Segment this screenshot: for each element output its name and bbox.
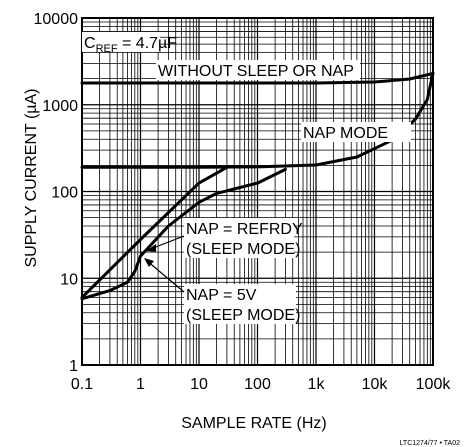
label-without-sleep-or-nap: WITHOUT SLEEP OR NAP <box>156 60 360 80</box>
series-line <box>80 71 435 85</box>
svg-text:NAP MODE: NAP MODE <box>303 125 388 142</box>
y-tick-label: 10000 <box>34 11 79 28</box>
y-tick-label: 1000 <box>42 98 78 115</box>
svg-text:(SLEEP MODE): (SLEEP MODE) <box>186 307 300 324</box>
series-line <box>80 71 435 169</box>
figure-code: LTC1274/77 • TA02 <box>400 440 461 447</box>
series-line <box>80 167 287 301</box>
y-tick-label: 100 <box>51 185 78 202</box>
svg-text:(SLEEP MODE): (SLEEP MODE) <box>186 241 300 258</box>
x-tick-label: 0.1 <box>71 376 93 393</box>
svg-text:NAP = 5V: NAP = 5V <box>186 287 257 304</box>
y-tick-label: 10 <box>60 271 78 288</box>
x-tick-label: 10k <box>362 376 389 393</box>
series-line <box>80 165 229 299</box>
y-tick-label: 1 <box>69 358 78 375</box>
x-tick-label: 100 <box>244 376 271 393</box>
x-axis-title: SAMPLE RATE (Hz) <box>181 415 327 432</box>
svg-text:WITHOUT SLEEP OR NAP: WITHOUT SLEEP OR NAP <box>158 63 354 80</box>
cref-label: CREF = 4.7µF <box>82 32 177 55</box>
svg-text:CREF = 4.7µF: CREF = 4.7µF <box>84 35 177 55</box>
x-tick-label: 1 <box>136 376 145 393</box>
x-tick-label: 10 <box>190 376 208 393</box>
y-axis-title: SUPPLY CURRENT (µA) <box>23 88 40 267</box>
plot-frame <box>81 17 434 366</box>
label-nap-5v: NAP = 5V (SLEEP MODE) <box>184 284 300 324</box>
callout-arrows <box>144 235 185 293</box>
x-tick-label: 100k <box>416 376 452 393</box>
label-nap-mode: NAP MODE <box>301 122 411 142</box>
label-nap-refrdy: NAP = REFRDY (SLEEP MODE) <box>184 218 303 258</box>
svg-text:NAP = REFRDY: NAP = REFRDY <box>186 221 303 238</box>
series-group <box>80 71 435 301</box>
x-tick-label: 1k <box>308 376 326 393</box>
